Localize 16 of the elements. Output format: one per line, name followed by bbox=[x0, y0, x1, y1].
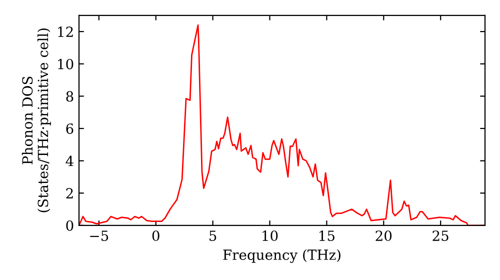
x-tick-label: 20 bbox=[376, 230, 392, 242]
y-axis-title: Phonon DOS (States/THz·primitive cell) bbox=[22, 28, 51, 212]
x-tick-label: 0 bbox=[152, 230, 160, 242]
y-tick-label: 4 bbox=[66, 156, 74, 166]
y-tick-label: 2 bbox=[66, 188, 73, 198]
x-tick-label: 10 bbox=[262, 230, 278, 242]
x-tick-label: 25 bbox=[432, 230, 448, 242]
y-tick-label: 8 bbox=[66, 91, 74, 102]
y-tick-label: 6 bbox=[66, 123, 74, 134]
x-axis-title: Frequency (THz) bbox=[223, 249, 340, 263]
y-tick-label: 0 bbox=[66, 220, 74, 231]
y-tick-label: 10 bbox=[58, 58, 74, 70]
x-tick-label: 5 bbox=[210, 230, 216, 242]
y-tick-label: 12 bbox=[58, 26, 73, 37]
x-tick-label: −5 bbox=[90, 230, 108, 242]
x-tick-label: 15 bbox=[320, 230, 334, 242]
